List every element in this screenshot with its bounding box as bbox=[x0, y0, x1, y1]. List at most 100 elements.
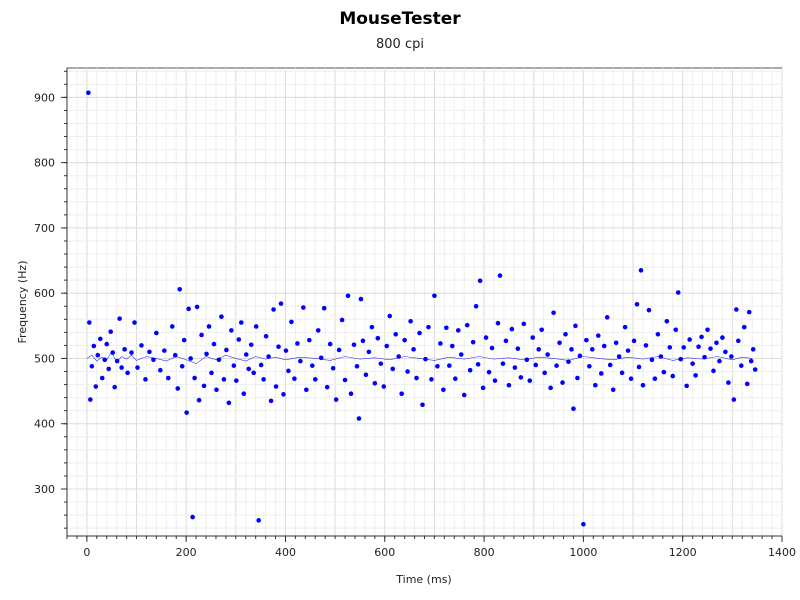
data-point bbox=[452, 376, 458, 381]
data-point bbox=[108, 329, 113, 334]
data-point bbox=[289, 319, 294, 325]
data-point bbox=[684, 383, 689, 389]
data-point bbox=[363, 372, 369, 378]
data-point bbox=[593, 382, 598, 388]
data-point bbox=[273, 384, 279, 389]
data-point bbox=[181, 337, 187, 343]
axes: 0 200 400 600 800 1000 1200 1400 300 400 500 600 700… bbox=[34, 68, 796, 559]
x-axis-label: Time (ms) bbox=[395, 573, 451, 586]
data-point bbox=[461, 392, 467, 398]
data-point bbox=[175, 386, 181, 391]
data-point bbox=[495, 320, 501, 326]
data-point bbox=[246, 366, 252, 372]
data-point bbox=[224, 347, 229, 353]
data-point bbox=[734, 307, 739, 312]
data-point bbox=[705, 327, 710, 333]
data-point bbox=[447, 363, 452, 368]
data-point bbox=[741, 324, 747, 330]
data-point bbox=[613, 340, 619, 346]
data-point bbox=[652, 376, 658, 381]
data-point bbox=[381, 384, 387, 389]
data-point bbox=[112, 384, 117, 390]
data-point bbox=[214, 387, 219, 393]
chart-title: MouseTester bbox=[339, 9, 461, 29]
data-point bbox=[515, 346, 521, 351]
data-point bbox=[165, 375, 171, 381]
data-point bbox=[477, 278, 483, 284]
data-point bbox=[566, 359, 571, 365]
data-point bbox=[480, 385, 486, 391]
data-point bbox=[283, 348, 289, 353]
data-point bbox=[750, 347, 756, 352]
data-point bbox=[726, 380, 731, 385]
data-point bbox=[675, 290, 681, 295]
data-point bbox=[318, 355, 324, 361]
data-point bbox=[551, 310, 556, 316]
data-point bbox=[169, 324, 175, 329]
data-point bbox=[475, 362, 481, 367]
data-point bbox=[696, 344, 701, 350]
data-point bbox=[194, 304, 200, 310]
data-point bbox=[258, 362, 264, 368]
data-point bbox=[104, 341, 110, 347]
data-point bbox=[512, 365, 518, 370]
data-point bbox=[729, 354, 734, 359]
data-point bbox=[179, 363, 185, 369]
data-point bbox=[595, 333, 601, 338]
data-point bbox=[405, 369, 410, 374]
data-point bbox=[554, 363, 559, 368]
data-point bbox=[324, 384, 330, 390]
data-point bbox=[548, 385, 553, 391]
data-point bbox=[312, 377, 318, 382]
data-point bbox=[248, 342, 254, 348]
data-point bbox=[87, 320, 92, 325]
data-point bbox=[473, 303, 479, 309]
data-point bbox=[736, 338, 741, 344]
x-tick-label: 1000 bbox=[569, 546, 597, 559]
data-point bbox=[243, 352, 249, 357]
x-tick-label: 200 bbox=[176, 546, 197, 559]
data-point bbox=[360, 338, 366, 344]
data-point bbox=[717, 358, 722, 364]
data-point bbox=[643, 343, 649, 348]
data-point bbox=[714, 340, 719, 346]
data-point bbox=[492, 378, 498, 383]
data-point bbox=[330, 365, 336, 371]
data-point bbox=[119, 365, 124, 370]
data-point bbox=[527, 378, 533, 383]
data-point bbox=[186, 306, 191, 312]
data-point bbox=[209, 370, 214, 376]
data-point bbox=[358, 296, 364, 302]
data-point bbox=[640, 382, 646, 388]
data-point bbox=[147, 349, 152, 355]
data-point bbox=[301, 305, 306, 310]
data-point bbox=[251, 370, 256, 376]
y-tick-label: 900 bbox=[34, 91, 55, 104]
data-point bbox=[524, 357, 530, 363]
data-point bbox=[539, 327, 544, 333]
data-point bbox=[417, 330, 422, 336]
y-tick-label: 600 bbox=[34, 287, 55, 300]
data-point bbox=[521, 321, 527, 327]
data-point bbox=[387, 313, 393, 319]
data-point bbox=[336, 347, 342, 353]
grid bbox=[66, 68, 783, 536]
data-point bbox=[607, 362, 613, 368]
data-point bbox=[351, 342, 357, 348]
data-point bbox=[604, 315, 610, 320]
data-point bbox=[545, 352, 550, 357]
data-point bbox=[102, 357, 108, 363]
data-point bbox=[86, 90, 91, 96]
data-point bbox=[143, 377, 148, 382]
data-point bbox=[681, 345, 686, 350]
data-point bbox=[199, 332, 204, 338]
series-line bbox=[86, 351, 753, 365]
data-point bbox=[339, 317, 345, 323]
data-point bbox=[298, 358, 303, 364]
data-point bbox=[402, 337, 407, 343]
data-point bbox=[315, 328, 321, 333]
data-point bbox=[192, 375, 197, 381]
data-point bbox=[690, 361, 695, 366]
data-point bbox=[636, 364, 642, 370]
